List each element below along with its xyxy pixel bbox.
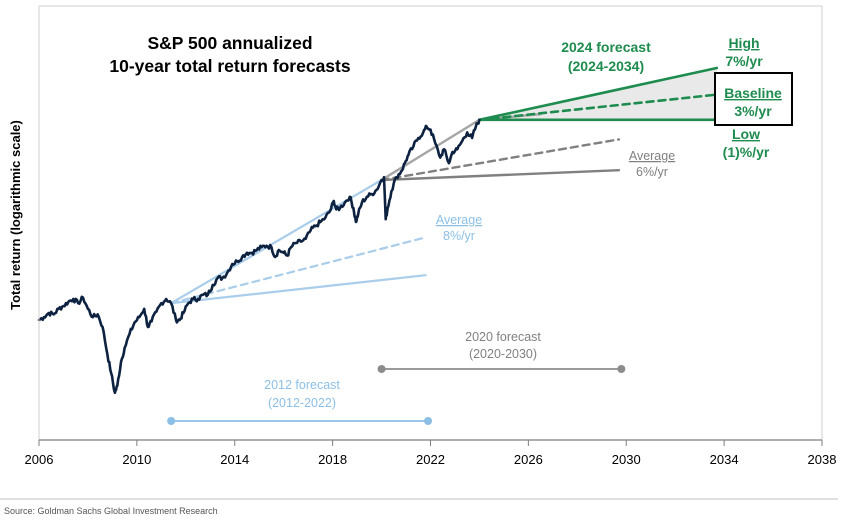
forecast-2012-label: 2012 forecast: [264, 378, 340, 392]
history-line: [37, 118, 481, 395]
forecast-2024-high-label: High: [728, 35, 759, 51]
x-ticks-layer: 2006 2010 2014 2018 2022 2026 2030 2034 2038: [25, 440, 837, 467]
forecast-2024-high-line: [478, 66, 719, 122]
x-tick-label: 2038: [808, 452, 837, 467]
forecast-2024-low-rate: (1)%/yr: [723, 144, 770, 160]
forecast-2012-average-label: Average: [436, 213, 482, 227]
forecast-2020-high-line: [380, 118, 481, 182]
chart-title-line-2: 10-year total return forecasts: [109, 56, 350, 76]
history-layer: [37, 118, 481, 395]
forecast-spans-layer: [167, 365, 626, 425]
forecast-2024-label: 2024 forecast: [561, 39, 651, 55]
forecast-2012-span-start-dot: [167, 417, 176, 425]
forecast-2020-span-end-dot: [617, 365, 626, 373]
x-tick-label: 2014: [220, 452, 249, 467]
forecast-2020-span-start-dot: [377, 365, 386, 373]
x-tick-label: 2010: [122, 452, 151, 467]
x-tick-label: 2026: [514, 452, 543, 467]
forecast-2020-period: (2020-2030): [469, 347, 537, 361]
forecast-2012-span-end-dot: [424, 417, 433, 425]
forecast-2024-baseline-rate: 3%/yr: [734, 103, 772, 119]
forecast-2012-period: (2012-2022): [268, 396, 336, 410]
forecast-2012-low-line: [170, 274, 427, 305]
axis-layer: [38, 5, 823, 441]
forecast-2012-average-line: [170, 236, 427, 305]
forecast-2020-average-label: Average: [629, 149, 675, 163]
x-tick-label: 2030: [612, 452, 641, 467]
chart-title-line-1: S&P 500 annualized: [147, 33, 312, 53]
x-tick-label: 2022: [416, 452, 445, 467]
forecast-2024-baseline-line: [478, 93, 719, 122]
source-note: Source: Goldman Sachs Global Investment …: [4, 506, 218, 516]
forecast-2020-average-rate: 6%/yr: [636, 165, 668, 179]
forecast-2024-baseline-label: Baseline: [724, 85, 782, 101]
x-tick-label: 2034: [710, 452, 739, 467]
forecast-2024-high-rate: 7%/yr: [725, 53, 763, 69]
forecast-2020-average-line: [380, 138, 621, 182]
forecast-2012-average-rate: 8%/yr: [443, 229, 475, 243]
forecast-2020-low-line: [380, 168, 621, 182]
baseline-box: [714, 72, 793, 126]
x-tick-label: 2006: [25, 452, 54, 467]
forecast-2024-period: (2024-2034): [568, 58, 644, 74]
x-tick-label: 2018: [318, 452, 347, 467]
y-axis-label: Total return (logarithmic scale): [8, 120, 23, 310]
forecast-lines-layer: [170, 66, 719, 305]
forecast-2020-label: 2020 forecast: [465, 330, 541, 344]
forecast-2024-low-label: Low: [732, 126, 760, 142]
